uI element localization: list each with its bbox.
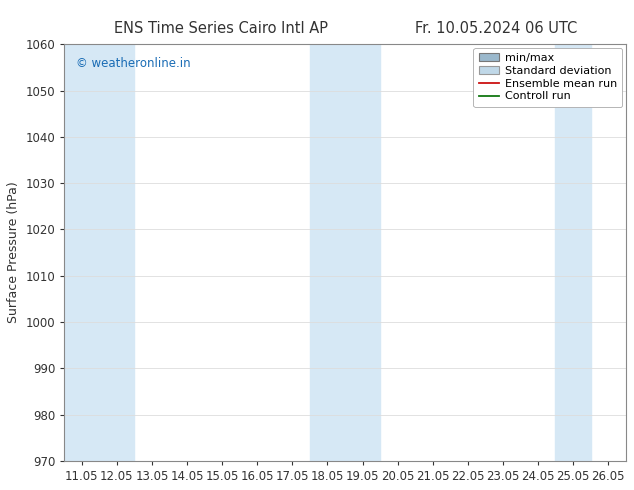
Text: ENS Time Series Cairo Intl AP: ENS Time Series Cairo Intl AP [115,21,328,36]
Bar [310,44,380,461]
Text: Fr. 10.05.2024 06 UTC: Fr. 10.05.2024 06 UTC [415,21,578,36]
Bar [64,44,134,461]
Text: © weatheronline.in: © weatheronline.in [75,57,190,70]
Legend: min/max, Standard deviation, Ensemble mean run, Controll run: min/max, Standard deviation, Ensemble me… [474,48,623,107]
Bar [555,44,591,461]
Y-axis label: Surface Pressure (hPa): Surface Pressure (hPa) [7,182,20,323]
